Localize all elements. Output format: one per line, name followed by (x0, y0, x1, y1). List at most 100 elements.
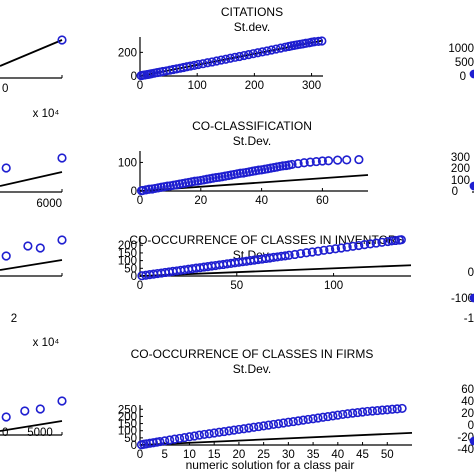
panel-4-data-point (362, 406, 373, 417)
panel-4-data-point (184, 432, 195, 442)
panel-4-y-tick-label: 0 (131, 440, 137, 452)
panel-1-data-point (244, 50, 254, 60)
left-panel-3-data-point (35, 243, 45, 253)
panel-2-x-tick-label: 40 (255, 195, 268, 207)
panel-2-data-point (144, 184, 154, 194)
panel-3-data-point (296, 248, 306, 259)
panel-3-data-point (319, 245, 329, 255)
panel-4-data-point (160, 436, 170, 446)
panel-1-title: CITATIONS (221, 5, 283, 19)
panel-4-data-point (392, 404, 402, 414)
right-panel-1-ytick-0: 1000 (448, 43, 474, 55)
panel-2-title: CO-CLASSIFICATION (192, 119, 312, 133)
left-panel-4-data-point (35, 404, 45, 414)
panel-2-data-point (317, 156, 328, 166)
panel-4-x-tick-label: 20 (233, 449, 246, 461)
panel-4-data-point (323, 411, 333, 422)
panel-4-fit-line (139, 431, 413, 446)
left-panel-3-data-point (23, 241, 33, 251)
panel-4-data-point (308, 414, 318, 424)
panel-2-data-point (354, 154, 364, 165)
panel-4-data-point (367, 406, 378, 416)
panel-4-data-point (204, 429, 214, 439)
left-panel-1-exponent: x 10⁴ (33, 108, 60, 120)
panel-4-data-point (249, 422, 259, 432)
panel-4-y-tick-label: 100 (118, 426, 137, 438)
left-panel-1-data-point (57, 35, 67, 45)
panel-4-data-point (189, 431, 199, 441)
panel-4-x-tick-label: 0 (137, 449, 143, 461)
panel-3-data-point (330, 244, 341, 254)
panel-3-title: CO-OCCURRENCE OF CLASSES IN INVENTORS (129, 233, 404, 247)
panel-1-x-tick-label: 0 (137, 80, 143, 92)
panel-3-y-tick-label: 50 (124, 263, 137, 275)
panel-2-y-tick-label: 100 (118, 157, 137, 169)
panel-1-data-point (239, 50, 249, 61)
panel-4-x-tick-label: 45 (356, 449, 369, 461)
panel-1-data-point (271, 44, 281, 54)
panel-3-data-point (301, 248, 312, 258)
panel-1-y-tick-label: 0 (131, 71, 137, 83)
left-panel-2-fit-line (0, 171, 63, 187)
panel-1-data-point (221, 54, 231, 64)
panel-3-data-point (280, 251, 290, 261)
x-axis-caption: numeric solution for a class pair (186, 458, 355, 472)
right-panel-1-ytick-2: 0 (460, 71, 466, 83)
right-panel-1-data-point (469, 69, 474, 79)
panel-4-data-point (209, 428, 219, 438)
panel-4-data-point (357, 407, 368, 417)
right-panel-4-ytick-5: -40 (457, 444, 474, 456)
panel-1-data-point (216, 55, 226, 65)
panel-3-data-point (342, 242, 352, 252)
panel-4-data-point (303, 414, 313, 425)
left-panel-2-data-point (1, 163, 11, 173)
right-panel-4-ytick-0: 60 (461, 384, 474, 396)
panel-1-data-point (257, 47, 267, 57)
panel-3-y-tick-label: 0 (131, 271, 137, 283)
panel-4-data-point (328, 411, 338, 421)
panel-1-data-point (280, 42, 290, 52)
left-panel-4-data-point (20, 406, 30, 416)
panel-2-data-point (299, 158, 309, 168)
panel-3-data-point (371, 238, 381, 248)
panel-4-data-point (170, 434, 180, 444)
panel-3-data-point (396, 235, 406, 245)
panel-4-data-point (224, 426, 234, 436)
panel-2-data-point (311, 156, 321, 167)
panel-4-data-point (268, 419, 279, 430)
panel-4-x-tick-label: 50 (381, 449, 394, 461)
panel-2-data-point (235, 168, 245, 178)
panel-1-data-point (202, 58, 213, 68)
panel-2-data-point (293, 158, 303, 169)
panel-2-x-tick-label: 20 (194, 195, 207, 207)
panel-3-y-tick-label: 200 (118, 240, 137, 252)
panel-4-data-point (382, 405, 392, 415)
left-panel-4-data-point (1, 412, 11, 422)
left-panel-4-fit-line (0, 420, 63, 432)
panel-2-x-tick-label: 60 (316, 195, 329, 207)
panel-4-data-point (234, 424, 244, 435)
right-panel-4-ytick-2: 20 (461, 408, 474, 420)
left-panel-4-xtick-0: 0 (2, 427, 8, 439)
panel-4-data-point (155, 436, 165, 447)
panel-4-y-tick-label: 200 (118, 411, 137, 423)
panel-3-y-tick-label: 150 (118, 248, 137, 260)
right-panel-4-ytick-1: 40 (461, 396, 474, 408)
left-panel-3-exponent: x 10⁴ (33, 337, 60, 349)
panel-3-data-point (390, 235, 401, 246)
panel-1-data-point (207, 57, 217, 67)
panel-4-y-tick-label: 150 (118, 419, 137, 431)
panel-4-data-point (263, 420, 274, 430)
panel-1-data-point (313, 36, 324, 46)
panel-1-data-point (301, 38, 311, 48)
right-panel-2-ytick-0: 300 (451, 152, 470, 164)
panel-2-data-point (211, 172, 221, 183)
panel-1-data-point (266, 45, 277, 55)
panel-2-data-point (323, 156, 334, 166)
panel-1-x-tick-label: 200 (245, 80, 264, 92)
panel-1-data-point (230, 52, 240, 62)
panel-1-subtitle: St.dev. (234, 20, 270, 34)
panel-3-data-point (284, 250, 294, 260)
right-panel-3-ytick-0: 0 (468, 267, 474, 279)
